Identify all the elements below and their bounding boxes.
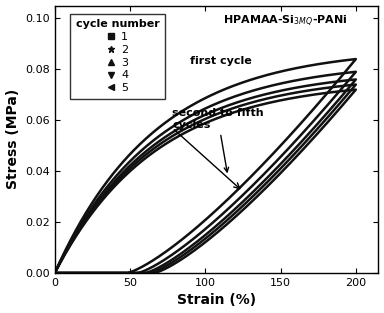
- Legend: 1, 2, 3, 4, 5: 1, 2, 3, 4, 5: [70, 14, 165, 99]
- Text: second to fifth
cycles: second to fifth cycles: [172, 108, 264, 172]
- Y-axis label: Stress (MPa): Stress (MPa): [5, 89, 20, 189]
- X-axis label: Strain (%): Strain (%): [177, 294, 256, 307]
- Text: first cycle: first cycle: [190, 56, 252, 66]
- Text: HPAMAA-Si$_{3MQ}$-PANi: HPAMAA-Si$_{3MQ}$-PANi: [223, 13, 348, 29]
